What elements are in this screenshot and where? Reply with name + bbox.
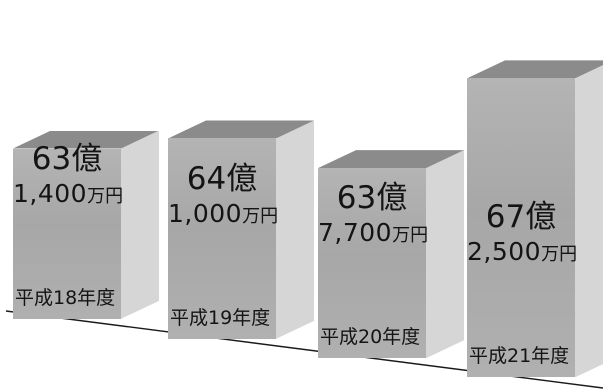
- bar-2-side: [276, 120, 314, 338]
- bar-3-value-unit: 万円: [392, 225, 429, 247]
- bar-2-value-man: 1,000万円: [168, 198, 279, 228]
- bar-1-value-unit: 万円: [87, 185, 124, 207]
- bar-1-side: [121, 131, 159, 319]
- bar-2-category-label: 平成19年度: [170, 306, 271, 329]
- bar-4-front: 67億 2,500万円 平成21年度: [467, 78, 578, 378]
- bar-3-front: 63億 7,700万円 平成20年度: [318, 168, 429, 359]
- bar-1-value-man: 1,400万円: [13, 178, 124, 208]
- bar-2-value-unit: 万円: [242, 205, 279, 227]
- bar-3-value-man: 7,700万円: [318, 218, 429, 248]
- bar-1-value-oku: 63億: [31, 140, 103, 177]
- bar-1-top: [13, 130, 159, 149]
- bar-4-value-man-number: 2,500: [467, 237, 542, 267]
- bar-1-front: 63億 1,400万円 平成18年度: [13, 143, 124, 319]
- bar-4-category-label: 平成21年度: [469, 345, 570, 368]
- bar-3-side: [426, 150, 464, 358]
- bar-1-category-label: 平成18年度: [15, 286, 116, 309]
- bar-3-value-man-number: 7,700: [318, 218, 393, 248]
- bar-4-value-oku: 67億: [485, 199, 557, 236]
- bar-3-category-label: 平成20年度: [320, 326, 421, 349]
- bar-4-top: [467, 60, 603, 79]
- bar-4-value-man: 2,500万円: [467, 237, 578, 267]
- bar-3-top: [318, 150, 464, 169]
- bar-3-value-oku: 63億: [336, 180, 408, 217]
- bar-2-top: [168, 120, 314, 139]
- bar-2-value-man-number: 1,000: [168, 198, 243, 228]
- bar-2-value-oku: 64億: [186, 160, 258, 197]
- bar-4-value-unit: 万円: [541, 244, 578, 266]
- bar-4-side: [575, 60, 603, 377]
- bar-2-front: 64億 1,000万円 平成19年度: [168, 138, 279, 339]
- bar-1-value-man-number: 1,400: [13, 178, 88, 208]
